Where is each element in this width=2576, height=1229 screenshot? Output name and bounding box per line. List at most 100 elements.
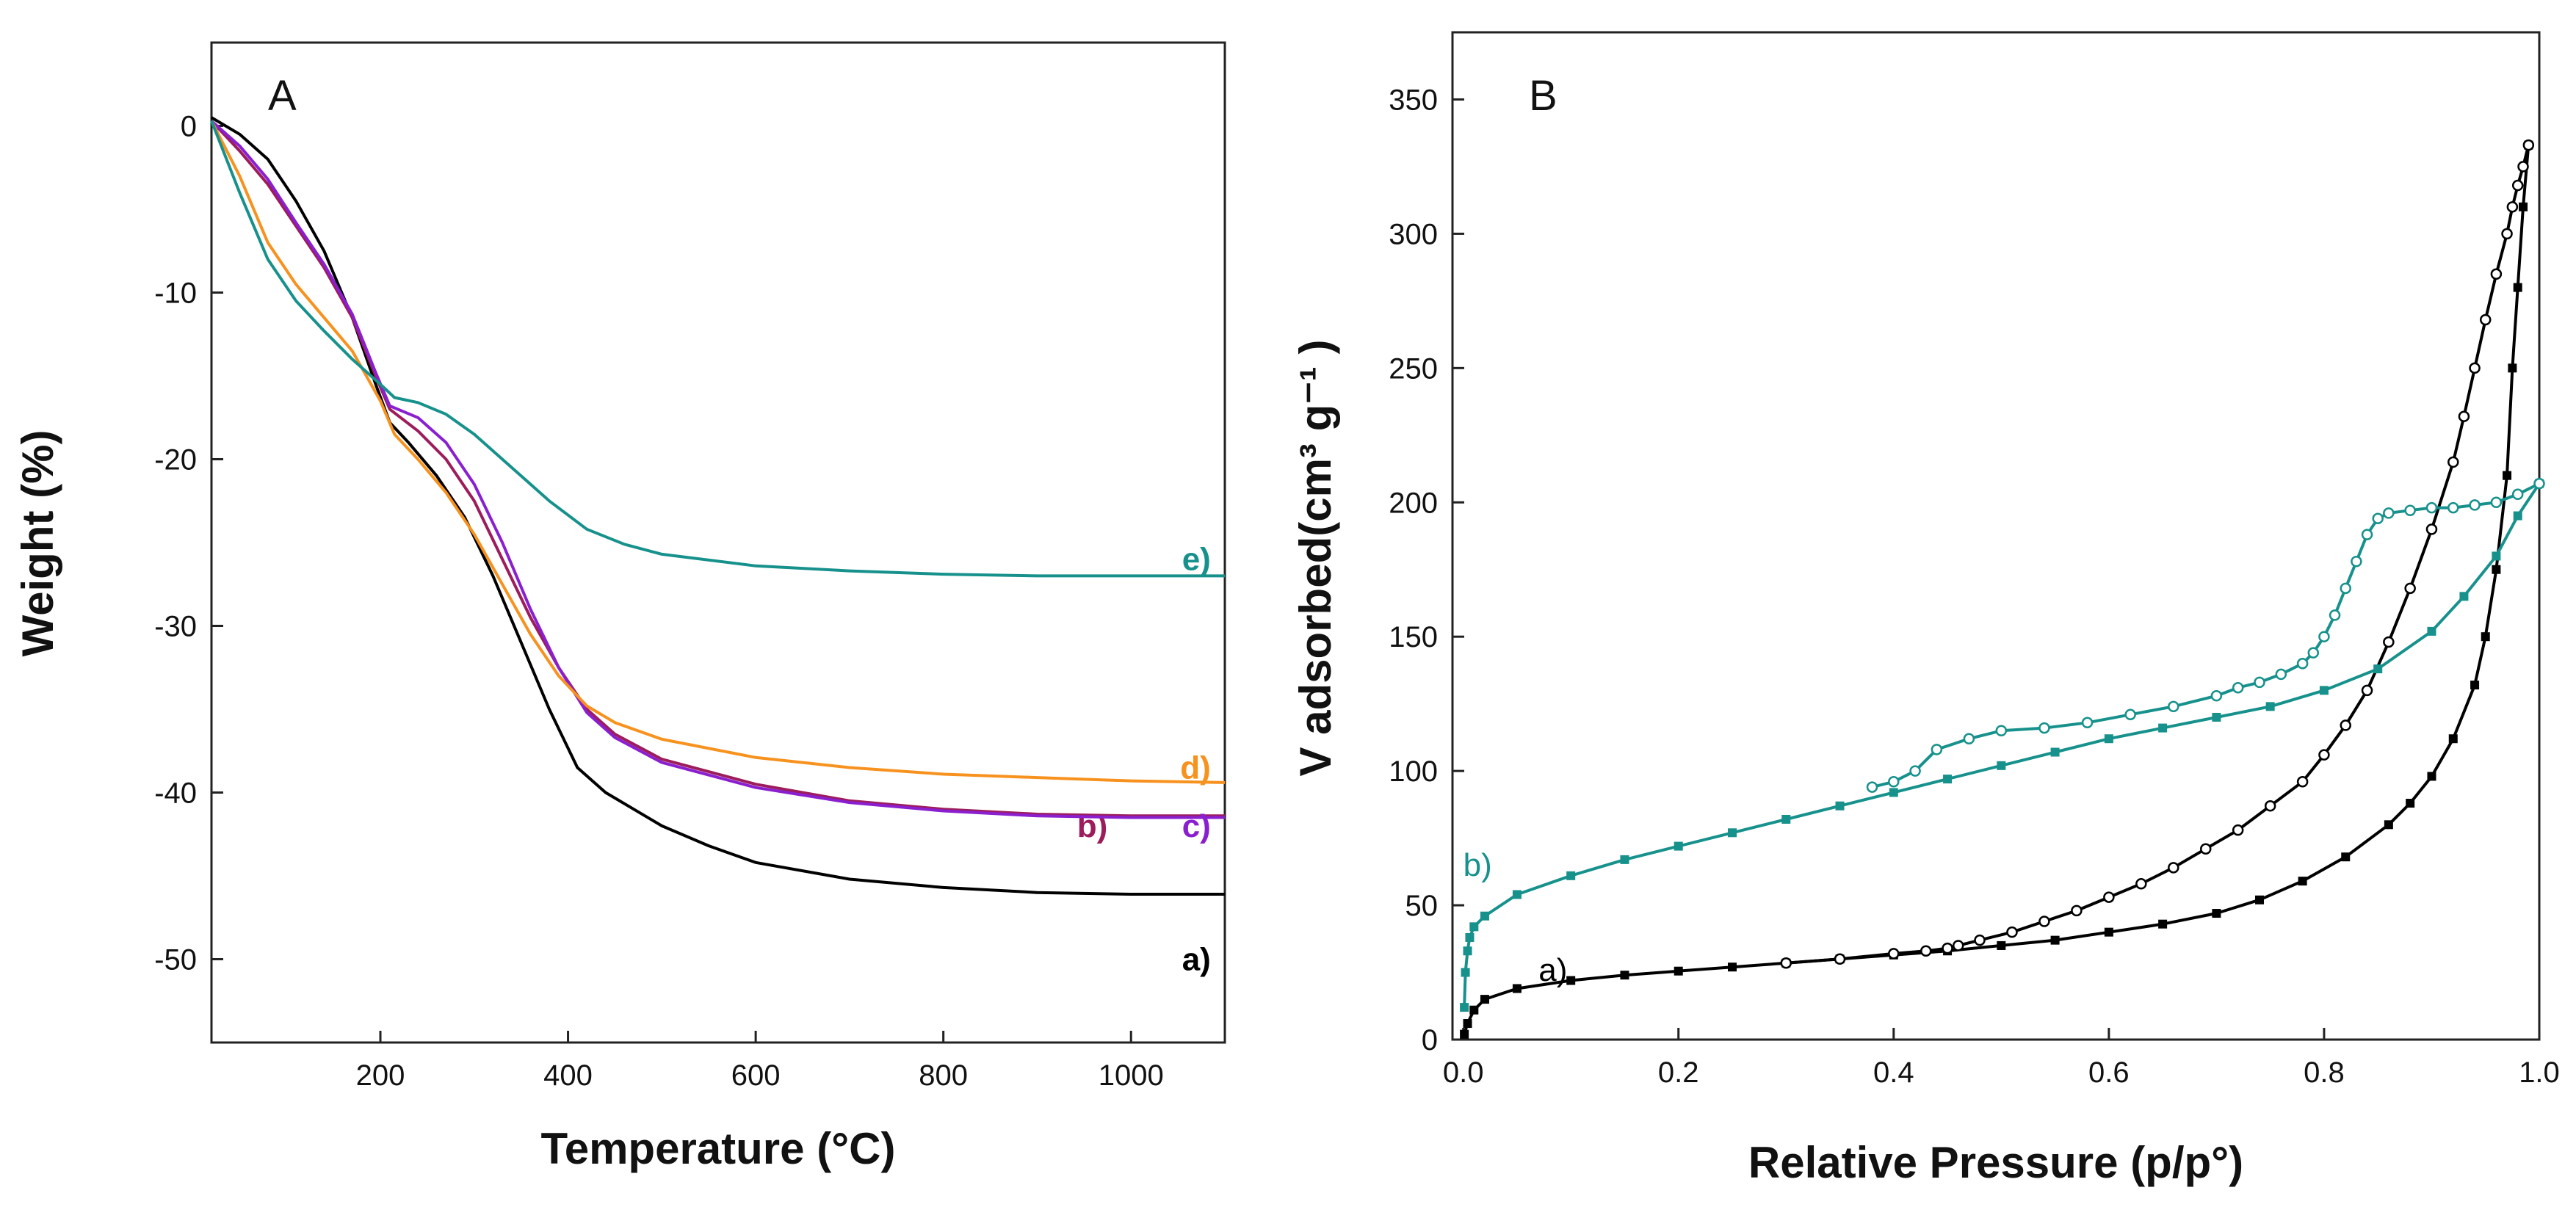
panel-b-series-a-desorption-point	[2447, 456, 2459, 468]
panel-b-series-b-adsorption-point	[1465, 932, 1475, 942]
panel-a-series-b-label: b)	[1077, 808, 1108, 844]
panel-b-series-b-desorption-point	[2081, 717, 2094, 729]
panel-b-series-b-desorption-point	[2318, 631, 2330, 642]
panel-a-chart: 200 400 600 800 1000 0 -10 -20 -30 -40 -50 a) b) c) d…	[13, 41, 1226, 1173]
panel-a-series-d-line	[210, 120, 1226, 784]
panel-b-series-a-adsorption-point	[2508, 363, 2517, 373]
panel-b-series-a-desorption-point	[2232, 824, 2244, 836]
panel-b-series-b-desorption-point	[2275, 668, 2287, 681]
panel-b-series-b-desorption-point	[2038, 722, 2050, 734]
panel-b-series-b-desorption-point	[1995, 725, 2008, 737]
panel-a-y-tick-label: -50	[154, 944, 197, 976]
panel-b-series: a) b)	[1460, 139, 2545, 1039]
panel-b-series-b-adsorption-point	[1480, 911, 1489, 921]
panel-b-x-tick-label: 0.4	[1873, 1056, 1914, 1089]
panel-b-series-a-adsorption-line	[1463, 145, 2530, 1035]
panel-b-series-b-desorption-point	[2254, 676, 2265, 689]
panel-b-y-tick-label: 50	[1405, 890, 1439, 922]
panel-b-series-b-desorption-point	[1866, 781, 1878, 793]
panel-b-series-a-adsorption-point	[2050, 935, 2060, 945]
panel-b-series-a-desorption-point	[2383, 636, 2395, 648]
panel-b-series-a-desorption-point	[2361, 684, 2373, 697]
panel-b-series-a-desorption-point	[2135, 878, 2147, 890]
panel-b-series-a-desorption-line	[1786, 145, 2530, 965]
panel-b-series-b-desorption-point	[2232, 681, 2244, 694]
panel-b-series-a-adsorption-point	[2448, 734, 2458, 744]
panel-a-y-tick-label: -40	[154, 777, 197, 810]
panel-b-series-a-desorption-point	[1780, 957, 1792, 969]
panel-b-series-a-desorption-point	[2458, 410, 2470, 422]
panel-b-series-a-desorption-point	[2038, 916, 2050, 927]
panel-b-series-a-desorption-point	[2425, 523, 2438, 535]
panel-b-series-b-adsorption-point	[2265, 702, 2275, 711]
panel-b-series-b-desorption-point	[1963, 733, 1975, 744]
panel-b-series-b-desorption-point	[2124, 708, 2136, 721]
panel-b-series-b-adsorption-point	[1469, 922, 1479, 932]
panel-b-series-b-adsorption-point	[1943, 775, 1953, 784]
panel-b-series-a-adsorption-point	[2406, 799, 2415, 808]
panel-b-series-a-desorption-point	[2501, 228, 2513, 240]
panel-b-y-tick-label: 150	[1389, 621, 1438, 653]
panel-b-series-b-adsorption-point	[1620, 855, 1629, 864]
panel-b-series-b-desorption-point	[2490, 496, 2503, 509]
panel-b-series-a-adsorption-point	[1727, 962, 1737, 972]
panel-b-series-b-desorption-point	[2404, 504, 2416, 516]
panel-b-plot-frame	[1451, 31, 2541, 1041]
panel-a-x-tick-label: 1000	[1099, 1059, 1164, 1092]
panel-b-series-a-adsorption-point	[2519, 202, 2528, 211]
panel-b-series-a-adsorption-point	[2104, 927, 2113, 937]
panel-b-series-a-desorption-point	[2340, 719, 2351, 731]
panel-b-series-b-adsorption-point	[1835, 801, 1845, 811]
panel-b-series-b-adsorption-point	[1674, 841, 1683, 851]
panel-b-series-a-adsorption-point	[1460, 1029, 1469, 1039]
panel-b-series-a-adsorption-point	[1997, 940, 2006, 950]
panel-b-series-a-adsorption-point	[2470, 681, 2480, 690]
panel-a-series: a) b) c) d) e)	[210, 116, 1226, 978]
panel-b-series-b-desorption-point	[2340, 582, 2351, 595]
panel-b-series-b-desorption-point	[2351, 556, 2362, 568]
panel-b-series-a-desorption-point	[2318, 749, 2330, 761]
panel-b-chart: 0.0 0.2 0.4 0.6 0.8 1.0050100150200250300350 …	[1291, 31, 2560, 1187]
panel-b-series-b-adsorption-point	[1460, 1003, 1469, 1012]
panel-a-series-b-line	[210, 120, 1225, 818]
panel-b-series-b-desorption-point	[2425, 501, 2438, 514]
panel-b-series-b-adsorption-point	[1997, 761, 2006, 770]
panel-b-series-b-desorption-point	[2533, 477, 2545, 490]
panel-b-series-a-desorption-point	[2296, 776, 2309, 788]
panel-b-series-b-desorption-point	[2296, 658, 2309, 670]
panel-b-series-a-desorption-point	[2522, 139, 2535, 151]
panel-a-y-tick-label: -30	[154, 611, 197, 643]
panel-b-series-a-desorption-point	[2103, 891, 2115, 903]
panel-b-y-tick-label: 200	[1389, 487, 1438, 519]
panel-b-axes: 0.0 0.2 0.4 0.6 0.8 1.0 0 50 100 150 200 250 300 350	[1389, 84, 2560, 1089]
panel-b-series-b-adsorption-point	[2104, 734, 2113, 744]
panel-b-series-b-desorption-point	[2447, 501, 2459, 514]
panel-b-series-a-desorption-point	[1952, 940, 1964, 951]
panel-b-series-b-desorption-point	[2210, 689, 2223, 702]
panel-b-series-b-adsorption-point	[2319, 686, 2329, 695]
panel-b-series-b-adsorption-point	[2212, 712, 2221, 722]
panel-a-series-a-line	[210, 116, 1225, 896]
panel-a-x-tick-label: 600	[731, 1059, 781, 1092]
panel-a-x-tick-label: 200	[356, 1059, 405, 1092]
panel-b-series-a-desorption-point	[2517, 161, 2529, 173]
panel-b-series-a-adsorption-point	[2481, 632, 2490, 642]
panel-b-series-b-adsorption-line	[1463, 482, 2541, 1008]
panel-b-x-tick-label: 0.6	[2088, 1056, 2130, 1089]
panel-b-series-a-adsorption-point	[2503, 471, 2512, 480]
panel-b-series-a-adsorption-point	[1512, 984, 1522, 993]
panel-b-x-tick-label: 0.8	[2304, 1056, 2345, 1089]
panel-b-series-b-adsorption-point	[2050, 747, 2060, 757]
panel-b-series-a-adsorption-point	[2255, 895, 2265, 904]
panel-b-series-a-desorption-point	[1834, 953, 1846, 965]
panel-b-series-a-desorption-point	[1888, 948, 1900, 960]
panel-b-y-tick-label: 100	[1389, 755, 1438, 788]
panel-b-series-b-desorption-point	[1888, 776, 1900, 788]
panel-b-series-b-adsorption-point	[1781, 814, 1791, 824]
panel-b-series-a-desorption-point	[2071, 904, 2083, 917]
panel-a-series-d-label: d)	[1180, 750, 1211, 786]
panel-a-y-tick-label: -20	[154, 444, 197, 476]
panel-a-series-e-line	[210, 120, 1225, 578]
panel-a-series-c-label: c)	[1182, 808, 1211, 844]
